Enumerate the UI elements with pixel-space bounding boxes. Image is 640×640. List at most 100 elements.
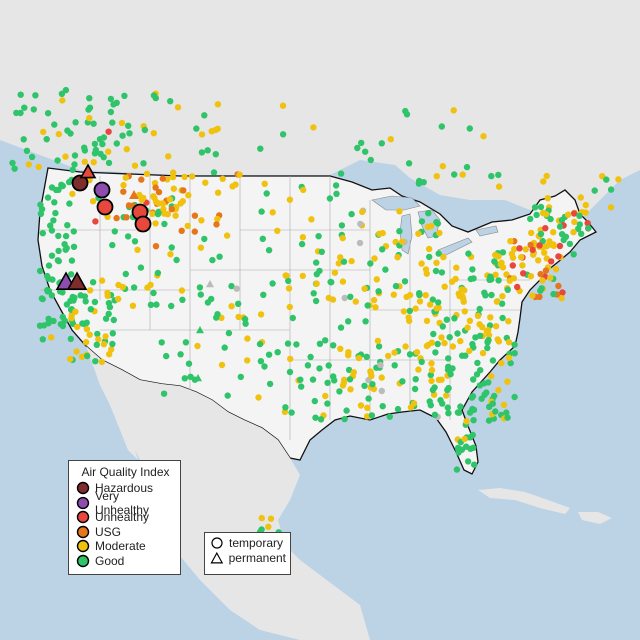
monitor-marker-moderate — [329, 296, 337, 303]
monitor-marker-unhealthy — [79, 163, 97, 179]
monitor-marker-good — [504, 286, 511, 293]
monitor-marker-good — [107, 95, 115, 103]
monitor-marker-moderate — [378, 374, 385, 381]
monitor-marker-good — [160, 390, 168, 397]
monitor-marker-good — [418, 218, 426, 225]
monitor-marker-good — [182, 339, 190, 346]
monitor-marker-good — [45, 315, 52, 322]
monitor-marker-good — [131, 238, 139, 245]
monitor-marker-good — [84, 352, 91, 360]
monitor-marker-good — [168, 302, 175, 310]
monitor-marker-moderate — [89, 198, 97, 205]
monitor-marker-good — [94, 330, 101, 338]
monitor-marker-good — [179, 296, 186, 303]
monitor-marker-good — [30, 106, 37, 113]
swatch-circle — [76, 511, 90, 524]
monitor-marker-usg — [191, 228, 198, 235]
monitor-marker-good — [426, 253, 433, 261]
monitor-marker-moderate — [172, 212, 179, 219]
monitor-marker-moderate — [571, 218, 578, 226]
monitor-marker-moderate — [178, 287, 186, 294]
monitor-marker-good — [347, 293, 354, 300]
monitor-marker-moderate — [339, 278, 347, 285]
monitor-marker-good — [261, 363, 268, 370]
monitor-marker-unhealthy — [542, 225, 549, 232]
monitor-marker-unhealthy — [529, 246, 536, 254]
monitor-marker-good — [71, 161, 78, 168]
monitor-marker-good — [316, 365, 323, 372]
monitor-marker-good — [68, 257, 76, 264]
monitor-marker-moderate — [390, 291, 397, 298]
monitor-marker-good — [69, 166, 76, 174]
monitor-marker-good — [491, 258, 498, 265]
monitor-marker-good — [58, 181, 65, 188]
monitor-marker-usg — [159, 175, 166, 182]
monitor-marker-good — [503, 409, 510, 416]
monitor-marker-good — [451, 315, 458, 322]
monitor-marker-good — [451, 171, 458, 178]
monitor-marker-good — [455, 449, 462, 456]
baja-peninsula — [98, 360, 138, 460]
monitor-marker-good — [416, 291, 423, 299]
monitor-marker-good — [531, 204, 539, 211]
monitor-marker-moderate — [492, 323, 500, 330]
monitor-marker-good — [110, 316, 118, 324]
monitor-marker-moderate — [102, 333, 109, 340]
monitor-marker-moderate — [370, 385, 378, 393]
monitor-marker-moderate — [413, 349, 421, 356]
monitor-marker-good — [39, 295, 46, 303]
monitor-marker-good — [237, 373, 244, 381]
monitor-marker-moderate — [339, 382, 347, 389]
monitor-marker-good — [309, 376, 317, 383]
monitor-marker-good — [537, 230, 545, 238]
monitor-marker-good — [511, 393, 518, 401]
monitor-marker-good — [110, 101, 117, 108]
monitor-marker-moderate — [418, 260, 425, 267]
monitor-marker-good — [405, 160, 413, 167]
monitor-marker-usg — [152, 184, 159, 191]
monitor-marker-good — [492, 408, 499, 415]
monitor-marker-moderate — [197, 244, 205, 251]
monitor-marker-moderate — [274, 227, 281, 234]
monitor-marker-moderate — [498, 360, 505, 367]
legend-label: temporary — [229, 536, 284, 551]
monitor-marker-good — [343, 407, 350, 414]
monitor-marker-moderate — [244, 335, 251, 342]
monitor-marker-moderate — [170, 185, 177, 192]
monitor-marker-good — [375, 343, 383, 350]
monitor-marker-moderate — [543, 243, 550, 250]
monitor-marker-usg — [542, 267, 550, 274]
monitor-marker-good — [439, 323, 446, 330]
monitor-marker-good — [9, 159, 16, 167]
monitor-marker-good — [44, 286, 51, 294]
monitor-marker-moderate — [108, 346, 115, 353]
monitor-marker-good — [485, 336, 492, 344]
monitor-marker-good — [37, 210, 45, 217]
monitor-marker-moderate — [169, 173, 177, 181]
monitor-marker-moderate — [67, 355, 74, 363]
monitor-marker-good — [106, 303, 114, 311]
monitor-marker-good — [474, 359, 481, 367]
monitor-marker-moderate — [98, 277, 106, 284]
monitor-marker-good — [367, 156, 374, 164]
monitor-marker-moderate — [492, 271, 499, 278]
monitor-marker-moderate — [164, 211, 171, 218]
monitor-marker-good — [62, 246, 69, 253]
monitor-marker-moderate — [505, 339, 513, 346]
monitor-marker-moderate — [495, 183, 503, 190]
monitor-marker-good — [566, 240, 574, 248]
monitor-marker-good — [486, 276, 493, 283]
monitor-marker-good — [89, 279, 97, 286]
monitor-marker-moderate — [485, 326, 492, 334]
monitor-marker-good — [96, 136, 104, 143]
monitor-marker-good — [304, 362, 312, 369]
monitor-marker-moderate — [510, 275, 518, 282]
monitor-marker-good — [481, 289, 488, 296]
monitor-marker-good — [289, 314, 296, 322]
monitor-marker-moderate — [441, 339, 448, 347]
monitor-marker-good — [209, 256, 216, 264]
monitor-marker-good — [313, 259, 320, 266]
monitor-marker-moderate — [542, 211, 550, 218]
monitor-marker-moderate — [466, 347, 473, 355]
monitor-marker-moderate — [167, 251, 174, 258]
